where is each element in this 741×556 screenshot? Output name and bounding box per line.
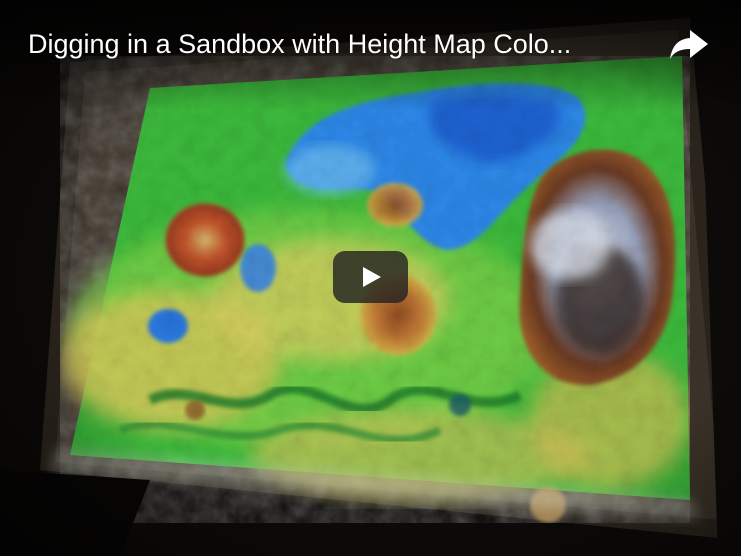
share-arrow-icon bbox=[670, 30, 708, 59]
share-button[interactable] bbox=[666, 24, 712, 64]
video-title[interactable]: Digging in a Sandbox with Height Map Col… bbox=[28, 29, 572, 59]
play-icon bbox=[363, 267, 381, 287]
play-button[interactable] bbox=[333, 251, 408, 303]
